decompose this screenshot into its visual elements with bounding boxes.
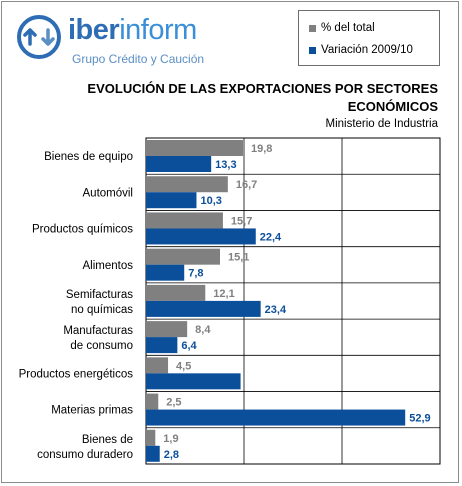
legend-label-series1: % del total [321, 22, 375, 34]
brand-name: iberinform [68, 14, 197, 47]
data-label-series1: 12,1 [213, 288, 234, 300]
brand-name-rest: inform [119, 14, 197, 46]
data-label-series1: 15,1 [228, 252, 249, 264]
bar-series1 [146, 284, 206, 301]
data-label-series2: 52,9 [409, 413, 430, 425]
legend-swatch-series1 [309, 24, 316, 32]
legend-item-series2: Variación 2009/10 [309, 44, 413, 56]
category-label: Alimentos [83, 260, 134, 272]
data-label-series2: 6,4 [181, 340, 197, 352]
bar-series1 [146, 429, 156, 446]
legend-swatch-series2 [309, 46, 316, 54]
bar-series1 [146, 248, 220, 265]
data-label-series1: 16,7 [236, 179, 257, 191]
data-label-series1: 8,4 [195, 324, 211, 336]
bar-series2 [146, 373, 241, 390]
data-label-series2: 10,3 [200, 195, 221, 207]
data-label-series1: 2,5 [166, 397, 181, 409]
data-label-series2: 13,3 [215, 159, 236, 171]
bar-series1 [146, 321, 188, 338]
data-label-series2: 7,8 [188, 268, 203, 280]
bar-series2 [146, 445, 160, 462]
iberinform-logo [16, 10, 216, 72]
data-label-series2: 23,4 [265, 304, 287, 316]
logo-mark-icon [17, 15, 61, 59]
data-label-series2: 22,4 [260, 231, 282, 243]
chart-title-line1: EVOLUCIÓN DE LAS EXPORTACIONES POR SECTO… [87, 81, 438, 96]
category-label: Automóvil [83, 187, 134, 199]
bar-series1 [146, 212, 223, 229]
bar-series2 [146, 156, 212, 172]
legend-item-series1: % del total [309, 22, 375, 34]
bar-series2 [146, 337, 178, 354]
bar-series2 [146, 264, 185, 281]
category-label: Productos energéticos [19, 368, 134, 380]
bar-series2 [146, 300, 261, 317]
chart-title-line2: ECONÓMICOS [347, 99, 438, 114]
data-label-series1: 4,5 [176, 360, 191, 372]
category-label: Manufacturas de consumo [63, 325, 133, 352]
data-label-series1: 19,8 [251, 143, 272, 155]
bar-series1 [146, 357, 169, 374]
data-label-series1: 15,7 [231, 215, 252, 227]
legend-label-series2: Variación 2009/10 [321, 44, 413, 56]
category-label: Bienes de equipo [44, 151, 133, 163]
bar-series1 [146, 140, 244, 156]
chart-legend: % del total Variación 2009/10 [298, 10, 440, 66]
data-label-series1: 1,9 [163, 433, 178, 445]
bar-series1 [146, 176, 228, 193]
category-label: Productos químicos [32, 224, 133, 236]
category-label: Materias primas [51, 405, 133, 417]
bar-series2 [146, 409, 406, 426]
bar-series2 [146, 228, 256, 245]
chart-subtitle: Ministerio de Industria [325, 118, 439, 130]
bar-series2 [146, 192, 197, 209]
data-label-series2: 2,8 [164, 449, 179, 461]
chart-title: EVOLUCIÓN DE LAS EXPORTACIONES POR SECTO… [78, 80, 438, 116]
category-label: Semifacturas no químicas [66, 289, 133, 316]
bar-series1 [146, 393, 159, 410]
category-label: Bienes de consumo duradero [37, 434, 133, 461]
brand-tagline: Grupo Crédito y Caución [72, 52, 205, 66]
brand-name-bold: iber [68, 14, 120, 46]
